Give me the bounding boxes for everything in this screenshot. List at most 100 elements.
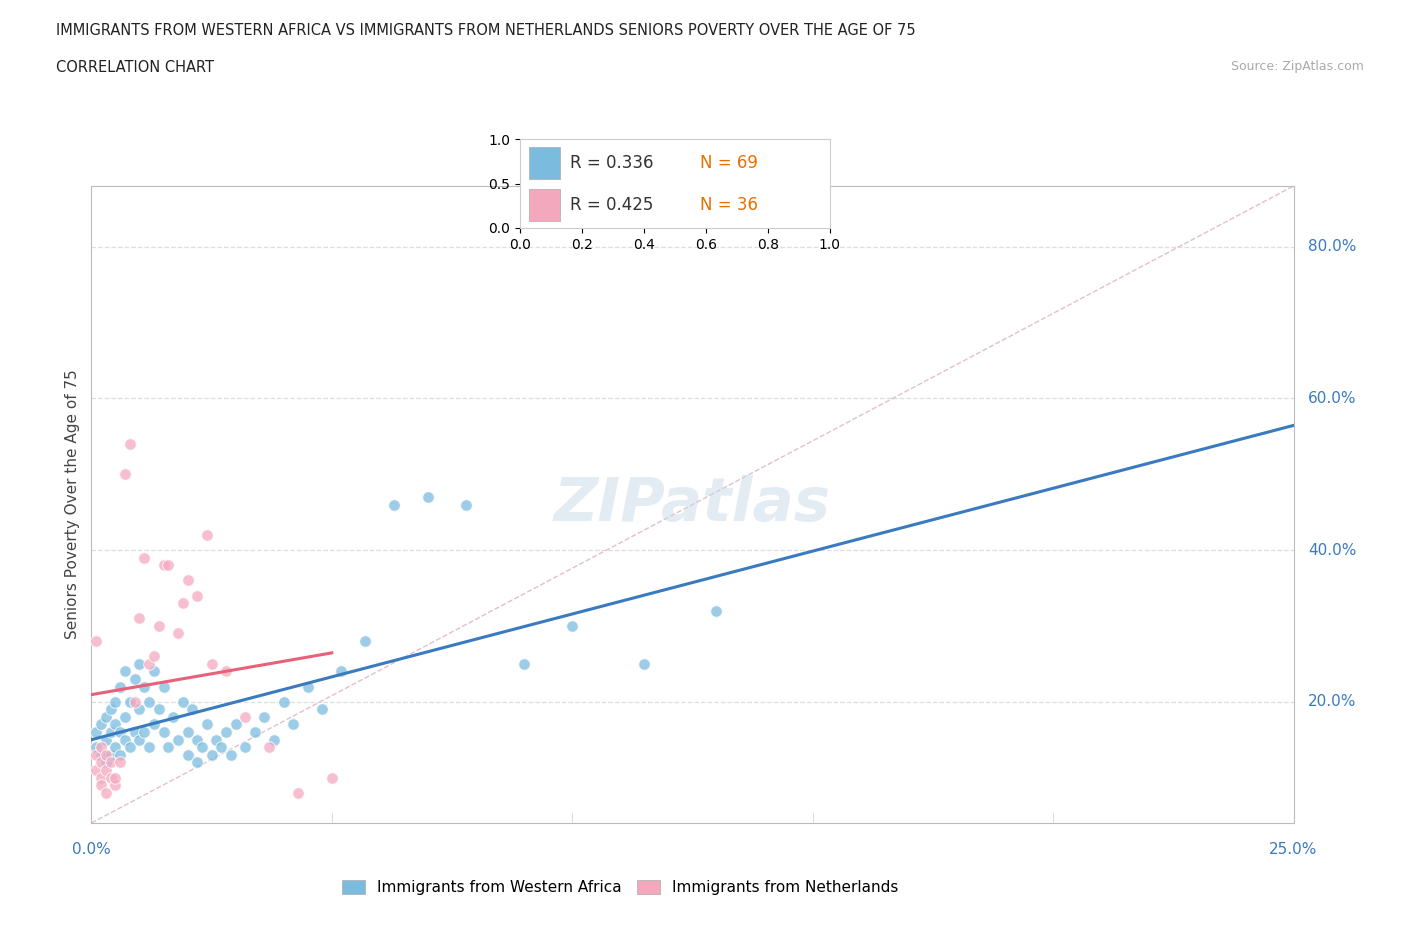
Point	[94, 710, 117, 724]
Point	[104, 739, 127, 754]
Point	[148, 702, 170, 717]
Point	[225, 717, 247, 732]
Text: R = 0.336: R = 0.336	[569, 154, 654, 172]
Point	[162, 710, 184, 724]
Point	[104, 777, 127, 792]
Point	[90, 770, 112, 785]
Point	[172, 695, 194, 710]
Point	[167, 732, 190, 747]
Point	[100, 748, 122, 763]
Text: IMMIGRANTS FROM WESTERN AFRICA VS IMMIGRANTS FROM NETHERLANDS SENIORS POVERTY OV: IMMIGRANTS FROM WESTERN AFRICA VS IMMIGR…	[56, 23, 915, 38]
Point	[186, 732, 208, 747]
Point	[201, 748, 224, 763]
Point	[287, 785, 309, 800]
Text: 40.0%: 40.0%	[1308, 542, 1357, 557]
Point	[259, 739, 281, 754]
Point	[110, 748, 132, 763]
Point	[416, 489, 439, 504]
Point	[138, 657, 160, 671]
Point	[253, 710, 276, 724]
Point	[128, 611, 150, 626]
Text: 60.0%: 60.0%	[1308, 391, 1357, 405]
Point	[100, 770, 122, 785]
Point	[84, 748, 107, 763]
Point	[152, 679, 174, 694]
Text: 20.0%: 20.0%	[1308, 694, 1357, 710]
Point	[561, 618, 583, 633]
Point	[186, 755, 208, 770]
Point	[124, 724, 146, 739]
Point	[382, 498, 405, 512]
Point	[176, 724, 198, 739]
Point	[263, 732, 285, 747]
Point	[90, 755, 112, 770]
Point	[330, 664, 353, 679]
Point	[167, 626, 190, 641]
Point	[104, 770, 127, 785]
Point	[633, 657, 655, 671]
Point	[128, 702, 150, 717]
Point	[114, 467, 136, 482]
Point	[134, 724, 156, 739]
Point	[94, 763, 117, 777]
Point	[354, 633, 377, 648]
Point	[181, 702, 204, 717]
Point	[100, 702, 122, 717]
Point	[114, 710, 136, 724]
Point	[186, 588, 208, 603]
Point	[134, 679, 156, 694]
Point	[205, 732, 228, 747]
Text: N = 36: N = 36	[700, 196, 758, 214]
FancyBboxPatch shape	[530, 148, 561, 179]
Point	[176, 748, 198, 763]
Point	[219, 748, 242, 763]
Point	[114, 664, 136, 679]
Point	[114, 732, 136, 747]
Point	[84, 763, 107, 777]
Point	[152, 724, 174, 739]
Point	[84, 633, 107, 648]
Point	[128, 657, 150, 671]
Point	[118, 695, 141, 710]
Point	[90, 739, 112, 754]
Point	[90, 748, 112, 763]
Point	[321, 770, 343, 785]
Point	[513, 657, 536, 671]
Point	[110, 724, 132, 739]
Point	[157, 558, 180, 573]
Point	[195, 717, 218, 732]
Point	[142, 664, 165, 679]
Text: CORRELATION CHART: CORRELATION CHART	[56, 60, 214, 75]
Point	[124, 695, 146, 710]
Point	[209, 739, 232, 754]
Point	[124, 671, 146, 686]
Point	[176, 573, 198, 588]
Point	[104, 695, 127, 710]
Point	[233, 739, 256, 754]
Point	[273, 695, 295, 710]
Point	[118, 436, 141, 451]
Point	[104, 717, 127, 732]
Point	[118, 739, 141, 754]
Point	[84, 739, 107, 754]
Text: ZIPatlas: ZIPatlas	[554, 475, 831, 534]
Point	[706, 604, 728, 618]
Point	[157, 739, 180, 754]
Point	[100, 724, 122, 739]
Point	[215, 724, 238, 739]
Text: 25.0%: 25.0%	[1270, 842, 1317, 857]
Point	[128, 732, 150, 747]
Point	[100, 755, 122, 770]
Text: 0.0%: 0.0%	[72, 842, 111, 857]
Point	[138, 695, 160, 710]
Text: N = 69: N = 69	[700, 154, 758, 172]
Point	[142, 717, 165, 732]
Point	[201, 657, 224, 671]
Point	[283, 717, 305, 732]
Point	[134, 551, 156, 565]
Point	[311, 702, 333, 717]
Point	[215, 664, 238, 679]
Point	[195, 527, 218, 542]
Point	[148, 618, 170, 633]
Text: Source: ZipAtlas.com: Source: ZipAtlas.com	[1230, 60, 1364, 73]
